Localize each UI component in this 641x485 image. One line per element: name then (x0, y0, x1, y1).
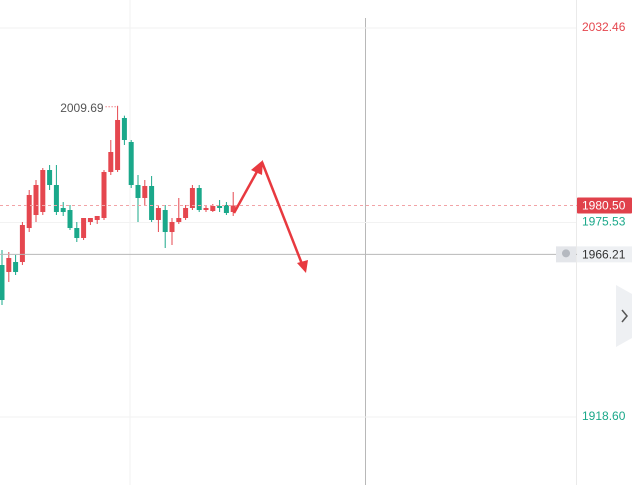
candle-body (74, 228, 80, 238)
candle-body (183, 207, 189, 219)
crosshair-price-label: 1966.21 (582, 248, 626, 262)
candle-body (6, 258, 12, 272)
high-label: 2009.69 (60, 101, 104, 115)
y-tick-label: 1918.60 (582, 409, 626, 423)
side-tab[interactable] (616, 285, 632, 347)
candle-body (19, 225, 25, 263)
candle-body (53, 185, 59, 212)
candle-body (67, 210, 73, 229)
candle-body (196, 188, 202, 211)
candle-body (26, 195, 32, 229)
candle-body (169, 222, 175, 233)
candle-body (223, 204, 229, 214)
candle-body (108, 151, 114, 172)
candle-body (13, 262, 19, 272)
candle-body (115, 119, 121, 171)
candle-body (162, 210, 168, 233)
y-tick-label: 1975.53 (582, 215, 626, 229)
candle-body (230, 205, 236, 212)
candle-body (189, 188, 195, 208)
crosshair-price-box (577, 246, 632, 263)
y-tick-label: 2032.46 (582, 20, 626, 34)
candle-body (60, 207, 66, 212)
plot: 2032.46 1975.53 1918.60 2009.69 1980.50 1966.… (0, 20, 632, 423)
candle-body (0, 265, 5, 300)
candle-body (135, 185, 141, 198)
candle-body (47, 170, 53, 186)
candle-body (81, 218, 87, 238)
annotation-arrows (232, 160, 308, 273)
candle-body (94, 215, 100, 220)
candle-body (33, 185, 39, 215)
current-price-box (577, 197, 632, 214)
candle-body (40, 170, 46, 212)
candle-body (155, 207, 161, 220)
candle-body (128, 141, 134, 186)
candle-body (203, 207, 209, 211)
current-price-label: 1980.50 (582, 199, 626, 213)
candle-body (121, 118, 127, 141)
candle-body (101, 171, 107, 219)
candle-body (217, 206, 223, 208)
candle-body (210, 206, 216, 212)
candle-body (149, 185, 155, 220)
candle-body (142, 185, 148, 198)
candle-body (176, 218, 182, 223)
candle-body (87, 218, 93, 223)
bell-icon (562, 249, 570, 258)
